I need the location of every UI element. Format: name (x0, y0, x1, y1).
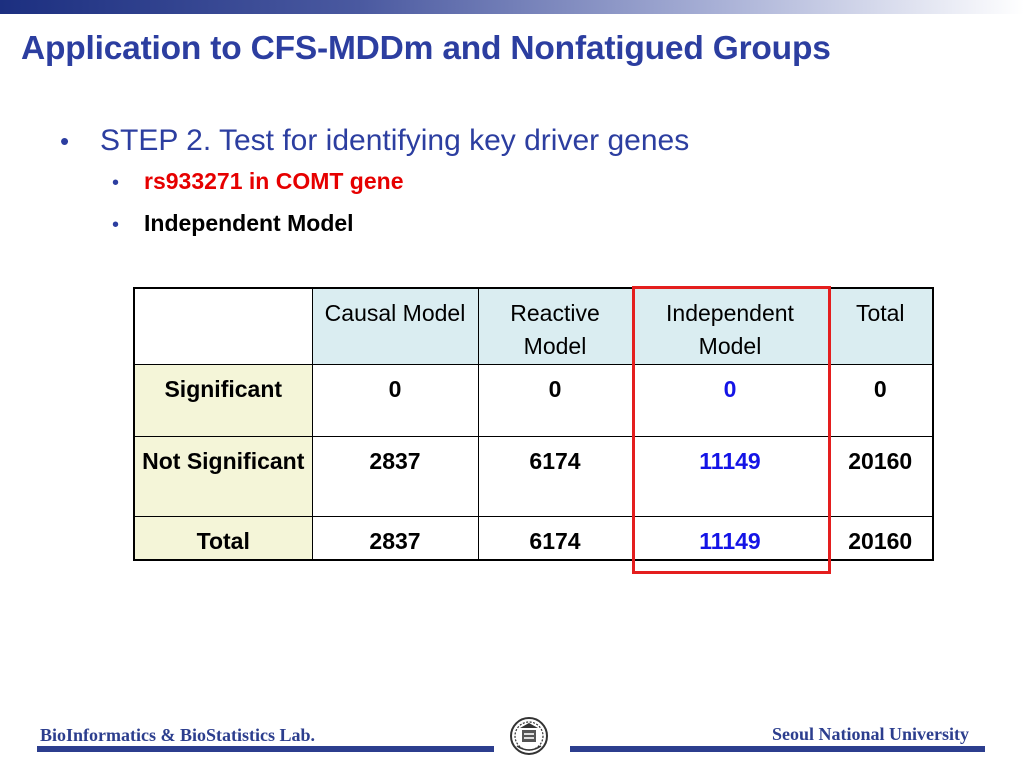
row-header-total: Total (133, 515, 313, 561)
footer-lab-name: BioInformatics & BioStatistics Lab. (40, 725, 316, 745)
column-header-independent: Independent Model (631, 287, 829, 365)
table-cell-highlighted: 11149 (631, 435, 829, 517)
bullet-step: • STEP 2. Test for identifying key drive… (60, 124, 960, 168)
column-header-reactive: Reactive Model (477, 287, 633, 365)
bullet-dot-icon: • (112, 172, 120, 194)
table-cell: 2837 (311, 515, 479, 561)
top-gradient-bar (0, 0, 1024, 14)
results-table: Causal Model Reactive Model Independent … (133, 287, 934, 562)
table-cell: 20160 (827, 435, 934, 517)
table-cell: 0 (311, 363, 479, 437)
table-row: Significant 0 0 0 0 (133, 363, 934, 437)
table-cell: 20160 (827, 515, 934, 561)
table-cell-highlighted: 0 (631, 363, 829, 437)
row-header-not-significant: Not Significant (133, 435, 313, 517)
table-row: Not Significant 2837 6174 11149 20160 (133, 435, 934, 517)
table-row: Total 2837 6174 11149 20160 (133, 515, 934, 561)
footer-university-name: Seoul National University (771, 724, 969, 744)
footer: BioInformatics & BioStatistics Lab. Seou… (0, 700, 1024, 768)
sub-bullet-model: • Independent Model (112, 210, 960, 252)
table-cell: 0 (477, 363, 633, 437)
table-cell: 6174 (477, 435, 633, 517)
table-cell-highlighted: 11149 (631, 515, 829, 561)
sub-bullet-snp: • rs933271 in COMT gene (112, 168, 960, 210)
slide-title: Application to CFS-MDDm and Nonfatigued … (21, 30, 831, 67)
bullet-dot-icon: • (112, 214, 120, 236)
column-header-causal: Causal Model (311, 287, 479, 365)
footer-divider-right (570, 746, 985, 752)
table-corner-cell (133, 287, 313, 365)
table-cell: 0 (827, 363, 934, 437)
row-header-significant: Significant (133, 363, 313, 437)
bullet-dot-icon: • (60, 126, 70, 156)
sub-bullet-model-text: Independent Model (144, 210, 354, 236)
table-cell: 2837 (311, 435, 479, 517)
footer-divider-left (37, 746, 494, 752)
column-header-total: Total (827, 287, 934, 365)
sub-bullet-snp-text: rs933271 in COMT gene (144, 168, 404, 194)
university-emblem-icon (510, 717, 548, 755)
table-cell: 6174 (477, 515, 633, 561)
bullet-list: • STEP 2. Test for identifying key drive… (60, 124, 960, 252)
table-header-row: Causal Model Reactive Model Independent … (133, 287, 934, 365)
bullet-step-text: STEP 2. Test for identifying key driver … (100, 124, 690, 157)
